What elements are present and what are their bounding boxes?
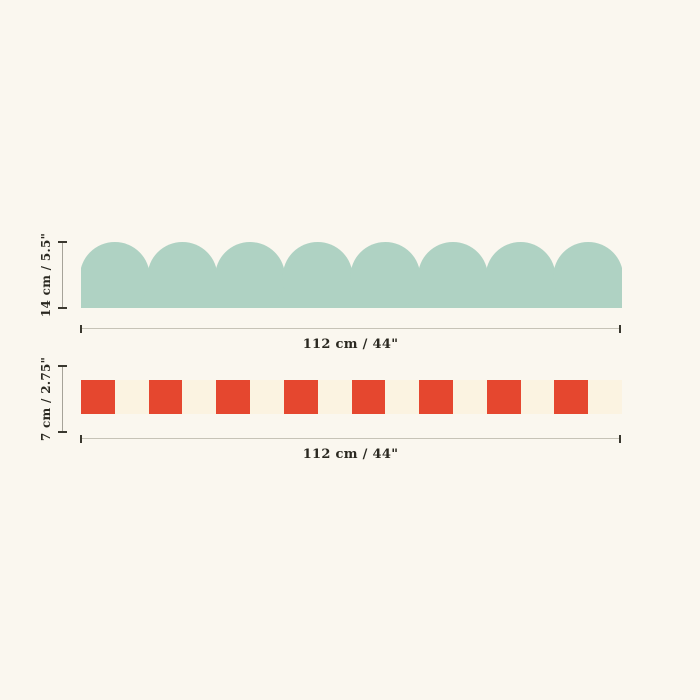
scalloped-border-shape	[81, 242, 622, 308]
cream-square	[317, 380, 352, 414]
dimension-cap	[58, 365, 67, 367]
height-dimension-line	[58, 241, 67, 309]
red-square	[554, 380, 589, 414]
red-square	[81, 380, 115, 414]
width-dimension-line	[80, 435, 621, 443]
red-square	[486, 380, 521, 414]
cream-square	[588, 380, 622, 414]
cream-square	[182, 380, 217, 414]
red-square	[419, 380, 453, 414]
red-square	[283, 380, 318, 414]
checker-height-label: 7 cm / 2.75"	[39, 356, 53, 442]
checker-width-label: 112 cm / 44"	[302, 447, 399, 462]
dimension-tick	[619, 435, 621, 443]
height-dimension-line	[58, 365, 67, 433]
red-square	[216, 380, 251, 414]
dimension-cap	[58, 431, 67, 433]
red-square	[351, 380, 386, 414]
dimension-tick	[80, 435, 82, 443]
dimension-tick	[619, 325, 621, 333]
cream-square	[452, 380, 487, 414]
cream-square	[250, 380, 284, 414]
scallop-height-label: 14 cm / 5.5"	[39, 232, 53, 318]
dimension-tick	[80, 325, 82, 333]
checkered-border-shape	[81, 380, 622, 414]
scallop-width-label: 112 cm / 44"	[302, 337, 399, 352]
dimension-cap	[58, 307, 67, 309]
cream-square	[114, 380, 149, 414]
cream-square	[385, 380, 420, 414]
dimension-cap	[58, 241, 67, 243]
width-dimension-line	[80, 325, 621, 333]
red-square	[148, 380, 183, 414]
cream-square	[520, 380, 555, 414]
